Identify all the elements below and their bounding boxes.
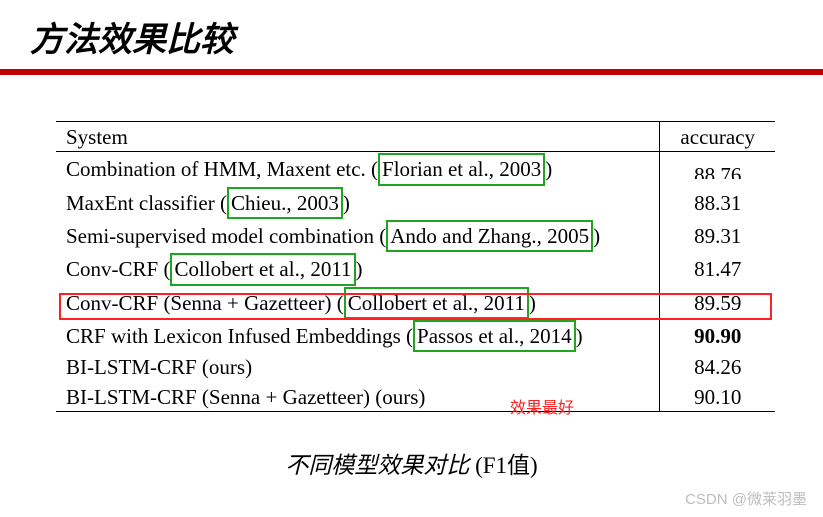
cell-accuracy: 90.10 (660, 382, 775, 412)
row-prefix: Conv-CRF ( (66, 257, 170, 281)
row-suffix: ) (343, 191, 350, 215)
citation-box: Chieu., 2003 (227, 187, 343, 219)
citation-box: Ando and Zhang., 2005 (386, 220, 593, 252)
table-row: Conv-CRF (Senna + Gazetteer) (Collobert … (56, 286, 775, 319)
table-row: Conv-CRF (Collobert et al., 2011) 81.47 (56, 252, 775, 285)
header-system: System (56, 122, 660, 152)
table-row: Combination of HMM, Maxent etc. (Florian… (56, 152, 775, 186)
citation-box: Collobert et al., 2011 (344, 287, 529, 319)
caption-zh: 不同模型效果对比 (285, 453, 469, 478)
table-header: System accuracy (56, 122, 775, 152)
row-suffix: ) (593, 224, 600, 248)
annotation-best: 效果最好 (510, 394, 574, 418)
title-underline (0, 69, 823, 75)
table-caption: 不同模型效果对比 (F1值) (0, 446, 823, 480)
row-suffix: ) (545, 157, 552, 181)
row-prefix: Semi-supervised model combination ( (66, 224, 386, 248)
table-row: BI-LSTM-CRF (ours) 84.26 (56, 352, 775, 381)
page-title: 方法效果比较 (30, 12, 793, 61)
citation-box: Florian et al., 2003 (378, 153, 545, 185)
table-row: BI-LSTM-CRF (Senna + Gazetteer) (ours) 9… (56, 382, 775, 412)
row-suffix: ) (356, 257, 363, 281)
header-accuracy: accuracy (660, 122, 775, 152)
comparison-table: System accuracy Combination of HMM, Maxe… (56, 121, 775, 412)
table-row: MaxEnt classifier (Chieu., 2003) 88.31 (56, 186, 775, 219)
cell-accuracy: 89.31 (660, 219, 775, 252)
cell-accuracy: 90.90 (660, 319, 775, 352)
cell-accuracy: 88.31 (660, 186, 775, 219)
row-prefix: Conv-CRF (Senna + Gazetteer) ( (66, 291, 344, 315)
cell-accuracy: 84.26 (660, 352, 775, 381)
cell-accuracy: 81.47 (660, 252, 775, 285)
row-prefix: MaxEnt classifier ( (66, 191, 227, 215)
row-suffix: ) (529, 291, 536, 315)
citation-box: Collobert et al., 2011 (170, 253, 355, 285)
watermark: CSDN @微莱羽墨 (685, 488, 807, 509)
cell-accuracy: 88.76 (670, 161, 765, 179)
citation-box: Passos et al., 2014 (413, 320, 576, 352)
row-prefix: CRF with Lexicon Infused Embeddings ( (66, 324, 413, 348)
row-prefix: Combination of HMM, Maxent etc. ( (66, 157, 378, 181)
table-row-highlight: CRF with Lexicon Infused Embeddings (Pas… (56, 319, 775, 352)
cell-accuracy: 89.59 (660, 286, 775, 319)
table-row: Semi-supervised model combination (Ando … (56, 219, 775, 252)
caption-en: (F1值) (475, 453, 538, 478)
row-suffix: ) (576, 324, 583, 348)
row-prefix: BI-LSTM-CRF (ours) (56, 352, 660, 381)
